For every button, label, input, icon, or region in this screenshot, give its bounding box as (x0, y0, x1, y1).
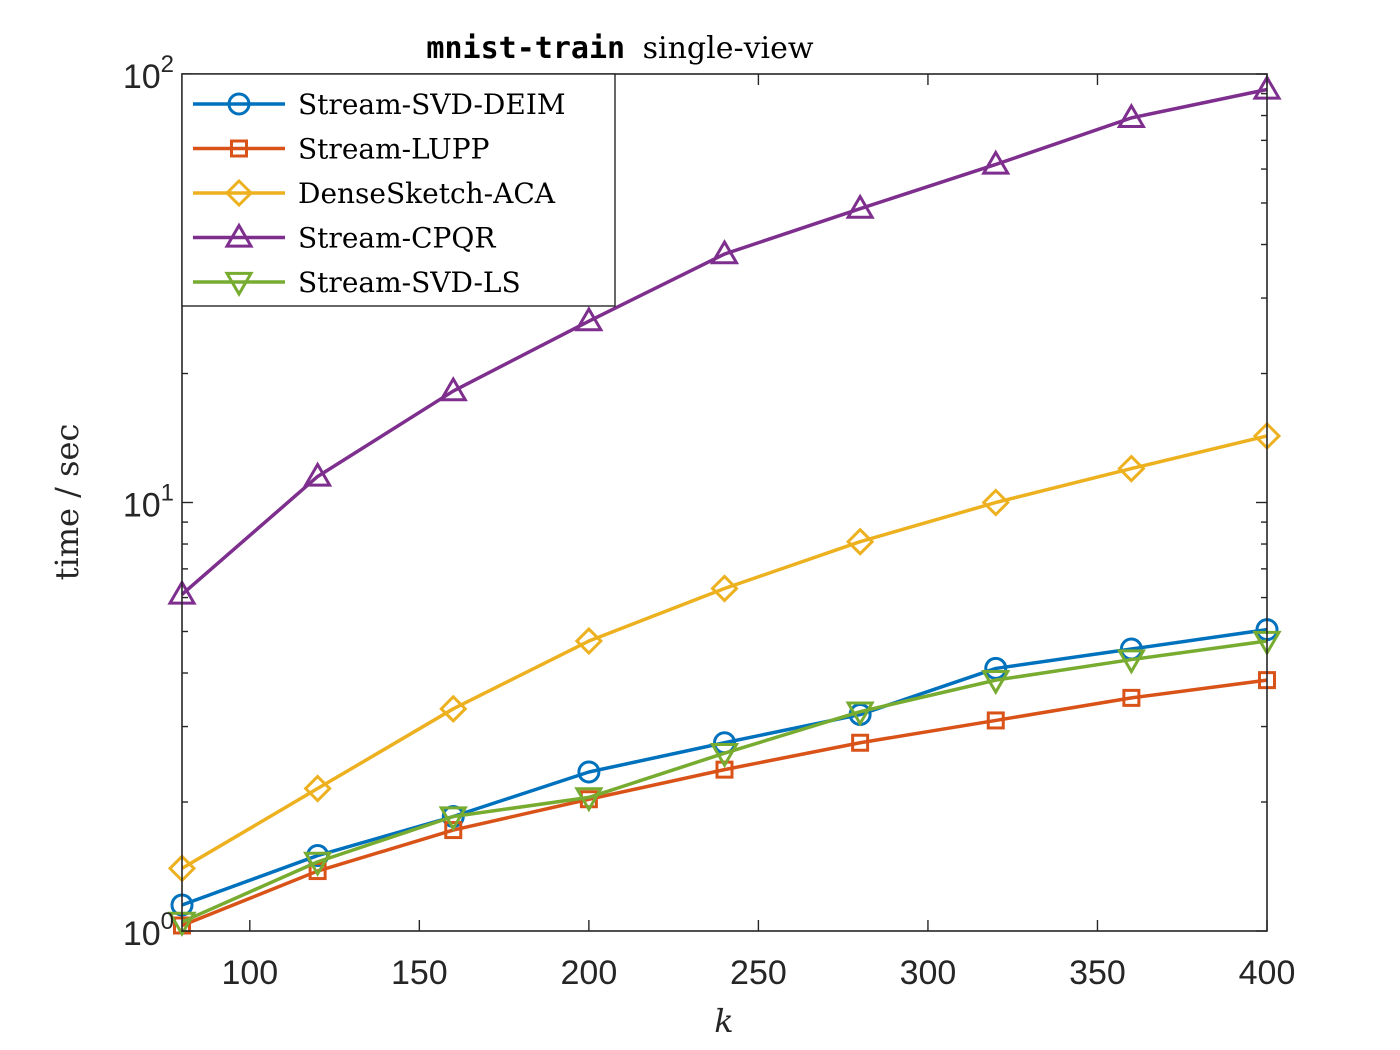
legend-label: Stream-CPQR (298, 222, 496, 255)
y-tick-label: 102 (123, 51, 174, 96)
data-point (846, 527, 875, 556)
series-line (181, 639, 1268, 924)
data-point (845, 193, 875, 219)
data-point (710, 574, 739, 603)
legend-item: Stream-CPQR (193, 222, 496, 255)
legend-item: Stream-LUPP (193, 133, 489, 166)
chart-title-code: mnist-train (426, 31, 625, 66)
y-tick-labels: 100 101 102 (123, 51, 174, 953)
x-tick-label: 200 (561, 954, 618, 992)
x-tick-labels: 100 150 200 250 300 350 400 (221, 954, 1295, 992)
series-line (181, 627, 1268, 907)
data-point (1116, 649, 1146, 675)
data-point (438, 376, 468, 402)
legend-marker (230, 139, 248, 158)
data-point (981, 149, 1011, 175)
data-point (303, 851, 333, 877)
series-line (181, 678, 1268, 928)
series-line (180, 87, 1268, 596)
y-axis-label: time / sec (48, 424, 86, 581)
y-tick-label: 101 (123, 480, 174, 525)
legend-label: Stream-SVD-LS (298, 266, 521, 299)
data-point (439, 694, 468, 723)
data-point (981, 669, 1011, 696)
legend-marker (227, 92, 251, 116)
data-point (845, 701, 875, 727)
data-point (715, 760, 734, 779)
data-point (1122, 688, 1141, 707)
legend-marker (224, 222, 254, 248)
legend-label: Stream-LUPP (298, 133, 489, 166)
series-stream-svd-deim (170, 618, 1279, 917)
data-point (709, 743, 740, 769)
x-tick-label: 250 (730, 954, 787, 992)
x-tick-label: 150 (391, 954, 448, 992)
x-tick-label: 400 (1239, 954, 1296, 992)
legend-marker (224, 271, 254, 297)
series-stream-svd-ls (167, 630, 1282, 937)
legend-item: Stream-SVD-DEIM (193, 88, 566, 121)
legend-label: Stream-SVD-DEIM (298, 88, 566, 121)
data-point (444, 821, 463, 840)
data-point (574, 787, 604, 813)
x-tick-label: 300 (900, 954, 957, 992)
legend-label: DenseSketch-ACA (298, 177, 556, 210)
data-point (1116, 102, 1146, 129)
data-point (574, 306, 604, 332)
chart-title: mnist-train single-view (426, 31, 813, 66)
data-point (986, 711, 1005, 730)
data-point (981, 488, 1010, 517)
plot-frame (181, 73, 1268, 932)
svg-text:mnist-train single-view: mnist-train single-view (426, 31, 813, 66)
data-point (303, 774, 332, 803)
chart-title-text: single-view (643, 31, 814, 66)
data-point (574, 626, 603, 656)
x-axis-label: k (714, 1002, 733, 1040)
legend-item: Stream-SVD-LS (193, 266, 521, 299)
legend-marker (224, 178, 254, 208)
data-point (577, 760, 601, 784)
data-point (1117, 454, 1146, 483)
data-point (851, 733, 870, 752)
legend: Stream-SVD-DEIM Stream-LUPP DenseSketch-AC… (181, 73, 616, 307)
legend-box (181, 73, 616, 307)
data-point (303, 461, 333, 487)
series-layer (167, 74, 1282, 937)
series-densesketch-aca (167, 421, 1282, 883)
y-tick-label: 100 (123, 908, 174, 953)
x-tick-label: 350 (1069, 954, 1126, 992)
x-tick-label: 100 (221, 954, 278, 992)
data-point (709, 239, 740, 265)
legend-item: DenseSketch-ACA (193, 177, 556, 210)
series-line (181, 434, 1268, 870)
data-point (438, 806, 468, 832)
